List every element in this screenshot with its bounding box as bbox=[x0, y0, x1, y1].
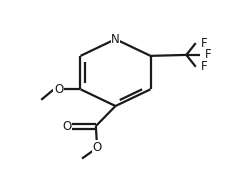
Text: F: F bbox=[201, 36, 207, 50]
Text: F: F bbox=[201, 60, 207, 73]
Text: O: O bbox=[92, 141, 102, 154]
Text: O: O bbox=[62, 120, 72, 133]
Text: O: O bbox=[54, 83, 63, 96]
Text: N: N bbox=[111, 33, 120, 46]
Text: F: F bbox=[205, 48, 211, 62]
